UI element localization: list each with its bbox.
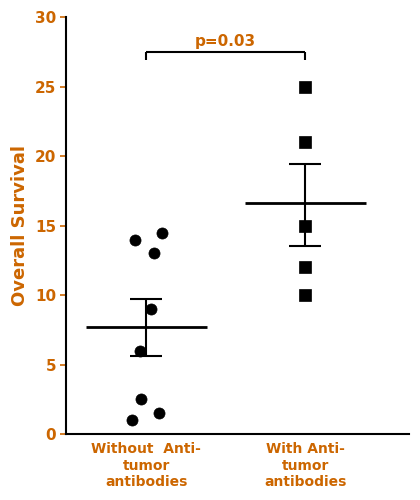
Y-axis label: Overall Survival: Overall Survival (11, 145, 29, 306)
Text: p=0.03: p=0.03 (195, 34, 256, 49)
